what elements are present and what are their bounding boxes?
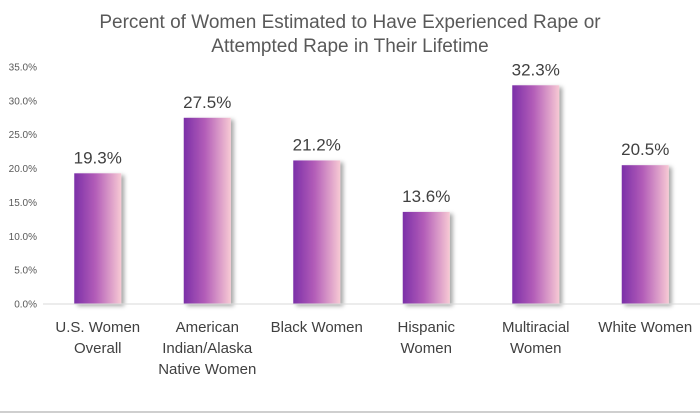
bar [183,117,231,305]
value-labels-group: 19.3% 27.5% 21.2% 13.6% 32.3% 20.5% [74,60,670,206]
category-label: Multiracial [502,319,570,336]
bar-value-label: 32.3% [512,60,560,79]
category-label: Native Women [158,361,256,378]
bar [621,165,669,304]
bar [402,211,450,304]
y-tick-label: 5.0% [14,266,37,277]
y-tick-label: 10.0% [9,232,37,243]
y-tick-label: 15.0% [9,198,37,209]
category-label: White Women [598,319,692,336]
y-tick-label: 20.0% [9,164,37,175]
bar-value-label: 21.2% [293,135,341,154]
bar-value-label: 19.3% [74,148,122,167]
y-tick-label: 25.0% [9,130,37,141]
y-tick-label: 35.0% [9,63,37,74]
category-label: U.S. Women [55,319,140,336]
category-labels-group: U.S. Women Overall American Indian/Alaska Na… [55,319,692,378]
category-label: Indian/Alaska [162,340,253,357]
category-label: Women [510,340,561,357]
bar-value-label: 13.6% [402,187,450,206]
chart-title-line-1: Percent of Women Estimated to Have Exper… [99,12,601,33]
category-label: American [176,319,239,336]
bars-group [74,85,669,305]
y-tick-label: 30.0% [9,96,37,107]
bar-value-label: 20.5% [621,140,669,159]
category-label: Hispanic [397,319,455,336]
y-tick-label: 0.0% [14,300,37,311]
category-label: Black Women [271,319,363,336]
bar [74,173,122,304]
category-label: Overall [74,340,122,357]
y-axis-tick-labels: 0.0% 5.0% 10.0% 15.0% 20.0% 25.0% 30.0% 35.0% [9,63,37,311]
bar [293,160,341,304]
category-label: Women [401,340,452,357]
chart-title-line-2: Attempted Rape in Their Lifetime [211,36,488,57]
bar-value-label: 27.5% [183,93,231,112]
bar [512,85,560,304]
